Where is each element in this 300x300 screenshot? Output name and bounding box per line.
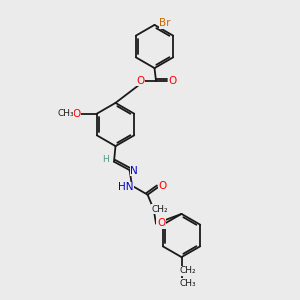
Text: CH₂: CH₂ xyxy=(152,205,169,214)
Text: O: O xyxy=(168,76,176,86)
Text: O: O xyxy=(136,76,145,86)
Text: CH₃: CH₃ xyxy=(57,109,74,118)
Text: CH₂: CH₂ xyxy=(180,266,196,275)
Text: O: O xyxy=(73,109,81,119)
Text: O: O xyxy=(158,181,167,191)
Text: N: N xyxy=(130,166,138,176)
Text: CH₃: CH₃ xyxy=(180,279,196,288)
Text: Br: Br xyxy=(159,18,171,28)
Text: HN: HN xyxy=(118,182,133,192)
Text: O: O xyxy=(157,218,165,229)
Text: H: H xyxy=(102,155,109,164)
